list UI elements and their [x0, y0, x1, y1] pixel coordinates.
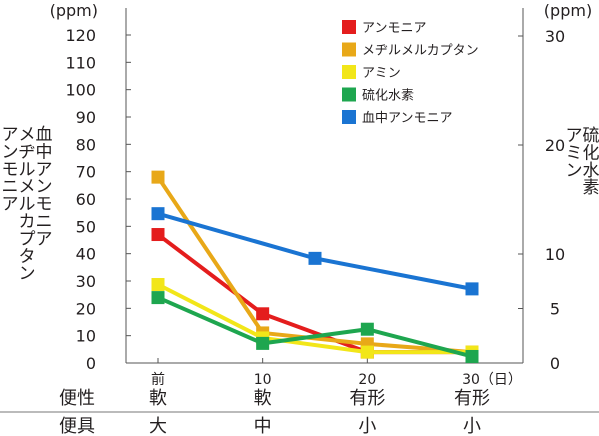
left-tick-label: 100 [65, 81, 96, 100]
right-axis-title-line: アミン [566, 126, 583, 181]
left-tick-label: 40 [76, 245, 96, 264]
right-axis-title-line: 硫化水素 [583, 126, 599, 198]
row-value: 有形 [349, 388, 385, 409]
series-point [151, 207, 165, 221]
x-tick-label: 10 [254, 372, 272, 388]
left-tick-label: 120 [65, 26, 96, 45]
legend-swatch [342, 20, 356, 34]
row-value: 小 [358, 416, 376, 436]
series-point [256, 307, 270, 321]
legend-label: 血中アンモニア [362, 111, 452, 126]
right-tick-label: 30 [545, 27, 565, 46]
left-tick-label: 90 [76, 108, 96, 127]
series-line [157, 282, 472, 355]
axes: 0 10 20 30 40 50 60 70 80 90 100 110 120 (ppm) 0 5 10 20 3… [2, 1, 599, 388]
legend-label: 硫化水素 [362, 89, 414, 104]
row-value: 大 [149, 416, 167, 436]
right-tick-label: 5 [550, 300, 560, 319]
legend-swatch [342, 87, 356, 102]
left-axis-title-line: メヂルメルカプタン [19, 125, 36, 284]
row-value: 小 [463, 416, 481, 436]
series-point [151, 278, 165, 292]
right-tick-label: 0 [550, 354, 560, 373]
legend-label: メヂルメルカプタン [362, 44, 479, 59]
left-tick-label: 70 [76, 163, 96, 182]
row-label: 便性 [59, 388, 95, 409]
right-axis-unit: (ppm) [544, 1, 592, 20]
left-tick-label: 50 [76, 217, 96, 236]
right-tick-label: 20 [545, 136, 565, 155]
left-tick-label: 20 [76, 299, 96, 318]
plot-area [151, 170, 479, 363]
series-point [308, 251, 322, 265]
series-point [151, 291, 165, 305]
series-point [360, 322, 374, 336]
x-tick-label: 20 [358, 372, 376, 388]
series-point [256, 336, 270, 350]
legend-swatch [342, 110, 356, 124]
row-value: 軟 [149, 388, 167, 409]
left-axis-unit: (ppm) [50, 1, 98, 20]
x-tick-label: 前 [151, 371, 165, 388]
series-line [157, 211, 473, 291]
left-tick-label: 30 [76, 272, 96, 291]
legend-swatch [342, 42, 356, 57]
legend-label: アミン [362, 66, 401, 81]
row-value: 軟 [254, 388, 272, 409]
row-label: 便具 [59, 416, 95, 436]
left-axis-title-line: アンモニア [2, 125, 19, 215]
left-tick-label: 80 [76, 135, 96, 154]
left-axis-title-line: 血中アンモニア [36, 125, 53, 249]
series-point [151, 170, 165, 184]
series-line [157, 295, 473, 359]
x-tick-label: 30（日） [462, 372, 522, 388]
legend-label: アンモニア [362, 21, 426, 36]
series-point [151, 228, 165, 242]
row-value: 中 [254, 416, 272, 436]
left-tick-label: 0 [86, 354, 96, 373]
row-value: 有形 [454, 388, 490, 409]
series-line [156, 176, 473, 355]
series-point [360, 345, 374, 359]
right-tick-label: 10 [545, 245, 565, 264]
series-point [465, 349, 479, 363]
series-point [465, 282, 479, 296]
left-tick-label: 110 [65, 53, 96, 72]
left-tick-label: 10 [76, 327, 96, 346]
legend-swatch [342, 65, 356, 79]
left-tick-label: 60 [76, 190, 96, 209]
